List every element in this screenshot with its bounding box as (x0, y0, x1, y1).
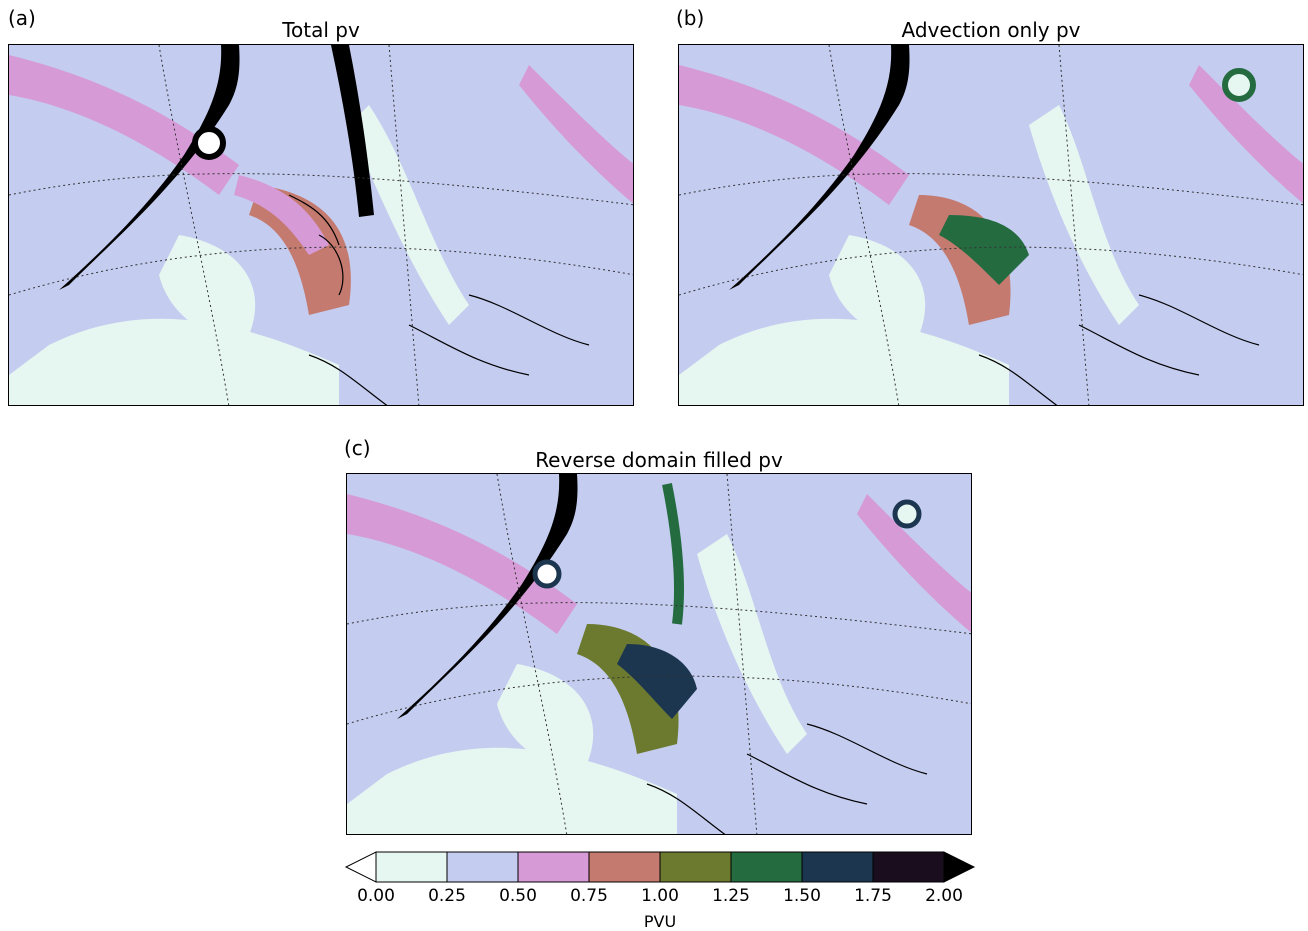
panel-c-title: Reverse domain filled pv (535, 448, 783, 472)
colorbar (344, 851, 976, 883)
colorbar-tick-label: 1.25 (712, 886, 750, 906)
colorbar-segment (659, 851, 732, 883)
colorbar-tick-label: 0.00 (357, 886, 395, 906)
colorbar-tick-label: 1.75 (854, 886, 892, 906)
colorbar-over-arrow (943, 851, 976, 883)
panel-b-label: (b) (676, 6, 705, 30)
panel-c-label: (c) (344, 436, 371, 460)
colorbar-label: PVU (643, 912, 677, 931)
colorbar-under-arrow (344, 851, 377, 883)
colorbar-segment (801, 851, 874, 883)
panel-b-map (678, 44, 1304, 406)
colorbar-segment (872, 851, 945, 883)
colorbar-segment (730, 851, 803, 883)
colorbar-tick-label: 1.00 (641, 886, 679, 906)
panel-a-map (8, 44, 634, 406)
colorbar-segment (588, 851, 661, 883)
colorbar-tick-label: 0.25 (428, 886, 466, 906)
colorbar-tick-label: 0.50 (499, 886, 537, 906)
colorbar-segment (446, 851, 519, 883)
panel-a-title: Total pv (282, 18, 360, 42)
colorbar-segment (517, 851, 590, 883)
panel-a-label: (a) (8, 6, 36, 30)
colorbar-tick-label: 1.50 (783, 886, 821, 906)
colorbar-tick-label: 0.75 (570, 886, 608, 906)
panel-c-map (346, 473, 972, 835)
colorbar-segment (375, 851, 448, 883)
colorbar-tick-label: 2.00 (925, 886, 963, 906)
panel-b-title: Advection only pv (901, 18, 1081, 42)
